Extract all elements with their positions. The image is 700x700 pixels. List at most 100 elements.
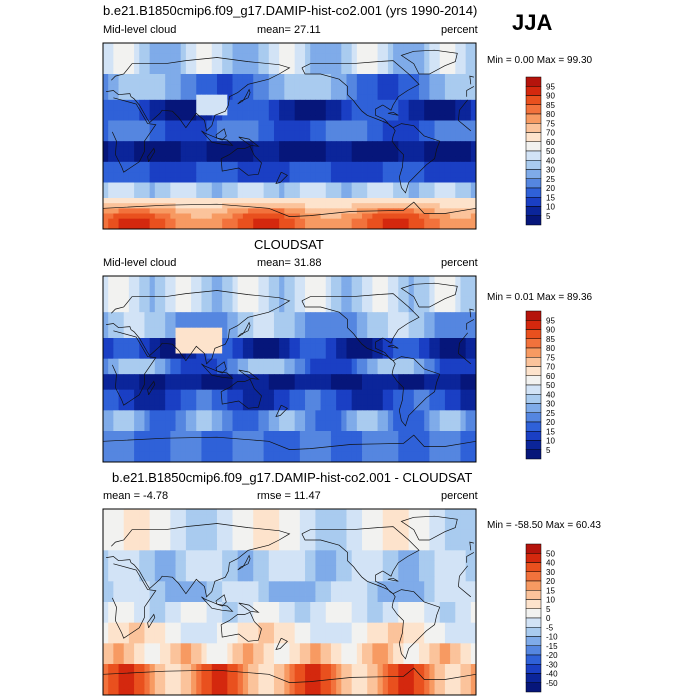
field-cell [330,130,337,137]
field-cell [325,420,332,427]
field-cell [237,353,244,360]
field-cell [248,130,254,137]
field-cell [149,182,156,189]
field-cell [403,358,410,365]
field-cell [222,353,228,360]
field-cell [305,167,311,173]
field-cell [103,441,109,447]
field-cell [144,441,151,447]
field-cell [242,317,249,323]
field-cell [450,192,456,199]
field-cell [403,110,410,116]
field-cell [444,223,451,230]
field-cell [387,223,394,230]
field-cell [310,312,316,318]
field-cell [356,420,363,427]
field-cell [393,94,399,101]
field-cell [144,332,151,339]
field-cell [325,79,332,85]
field-cell [444,79,451,85]
field-cell [362,136,368,142]
field-cell [154,177,161,183]
field-cell [429,167,435,173]
field-cell [134,379,140,385]
field-cell [216,130,223,137]
field-cell [216,79,223,85]
field-cell [263,105,270,111]
field-cell [253,384,259,391]
field-cell [424,208,430,214]
field-cell [180,405,187,411]
field-cell [191,213,197,220]
field-cell [403,286,410,292]
field-cell [341,420,347,427]
field-cell [346,286,353,292]
field-cell [206,177,213,183]
field-cell [232,286,239,292]
field-cell [258,156,264,163]
field-cell [455,110,461,116]
field-cell [367,276,373,282]
field-cell [382,436,389,442]
field-cell [315,338,321,344]
field-cell [429,192,435,199]
field-cell [470,79,477,85]
field-cell [284,63,290,70]
field-cell [196,276,202,282]
field-cell [211,281,218,287]
field-cell [336,223,342,230]
field-cell [393,79,399,85]
field-cell [393,167,399,173]
field-cell [103,363,109,370]
field-cell [325,343,332,349]
field-cell [455,281,461,287]
field-cell [134,291,140,298]
field-cell [377,276,384,282]
field-cell [294,94,301,101]
field-cell [175,48,182,54]
field-cell [165,431,171,437]
field-cell [144,43,151,49]
field-cell [444,358,451,365]
field-cell [351,358,358,365]
field-cell [310,58,316,65]
field-cell [139,312,145,318]
field-cell [139,276,145,282]
field-cell [455,436,461,442]
field-cell [128,53,135,59]
field-cell [237,151,244,158]
field-cell [460,369,467,375]
field-cell [330,369,337,375]
field-cell [460,156,467,163]
field-cell [387,89,394,96]
field-cell [128,369,135,375]
field-cell [393,431,399,437]
field-cell [294,343,301,349]
field-cell [196,156,202,163]
field-cell [279,415,285,422]
field-cell [434,425,441,432]
field-cell [351,177,358,183]
field-cell [222,384,228,391]
field-cell [123,161,130,168]
field-cell [424,48,430,54]
field-cell [191,384,197,391]
field-cell [305,63,311,70]
field-cell [201,136,208,142]
field-cell [263,405,270,411]
field-cell [315,425,321,432]
field-cell [419,79,425,85]
field-cell [362,276,368,282]
field-cell [460,338,467,344]
field-cell [206,213,213,220]
field-cell [408,120,415,127]
field-cell [263,63,270,70]
field-cell [273,374,280,380]
field-cell [460,301,467,308]
field-cell [216,379,223,385]
field-cell [444,146,451,152]
field-cell [103,338,109,344]
field-cell [289,389,296,396]
field-cell [465,187,472,194]
field-cell [222,84,228,90]
